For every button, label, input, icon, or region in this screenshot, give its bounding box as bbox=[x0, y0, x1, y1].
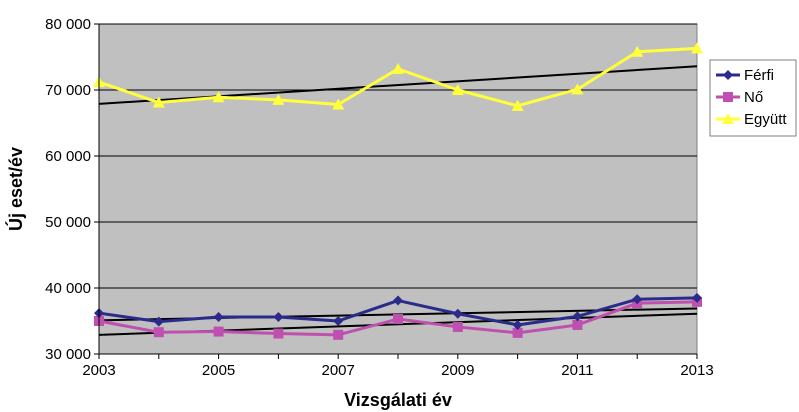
series-2 bbox=[93, 42, 703, 111]
y-axis-title: Új eset/év bbox=[5, 147, 26, 231]
data-point bbox=[273, 312, 284, 323]
data-point bbox=[511, 99, 524, 111]
data-point bbox=[153, 316, 164, 327]
data-point bbox=[723, 92, 733, 102]
data-point bbox=[393, 314, 403, 325]
data-point bbox=[212, 91, 225, 103]
legend-label: Együtt bbox=[744, 111, 787, 128]
data-point bbox=[722, 113, 734, 124]
x-tick-label: 2003 bbox=[82, 362, 115, 379]
data-point bbox=[723, 70, 733, 80]
x-tick-label: 2007 bbox=[322, 362, 355, 379]
data-point bbox=[272, 93, 285, 105]
legend-label: Férfi bbox=[744, 67, 774, 84]
data-point bbox=[571, 83, 584, 95]
data-point bbox=[153, 327, 164, 338]
y-tick-label: 40 000 bbox=[45, 280, 91, 297]
x-tick-label: 2011 bbox=[561, 362, 593, 379]
data-point bbox=[332, 98, 345, 110]
series-group bbox=[93, 42, 703, 340]
y-tick-label: 50 000 bbox=[45, 214, 91, 231]
y-tick-label: 70 000 bbox=[45, 82, 91, 99]
data-point bbox=[333, 329, 344, 340]
data-point bbox=[632, 294, 643, 305]
data-point bbox=[572, 311, 583, 322]
data-point bbox=[451, 84, 464, 95]
data-point bbox=[273, 328, 284, 339]
data-point bbox=[692, 292, 702, 303]
y-tick-label: 30 000 bbox=[45, 346, 91, 363]
x-tick-label: 2009 bbox=[441, 362, 474, 379]
data-point bbox=[333, 316, 344, 326]
data-point bbox=[213, 326, 224, 337]
data-point bbox=[213, 312, 224, 323]
legend-label: Nő bbox=[744, 89, 763, 106]
y-tick-label: 60 000 bbox=[45, 148, 91, 165]
data-point bbox=[392, 62, 404, 74]
axes bbox=[94, 23, 698, 359]
series-0 bbox=[94, 292, 702, 330]
data-point bbox=[452, 321, 463, 332]
data-point bbox=[631, 45, 644, 57]
x-tick-label: 2013 bbox=[680, 362, 713, 379]
data-point bbox=[691, 42, 703, 54]
legend: Férfi Nő Együtt bbox=[709, 59, 797, 137]
data-point bbox=[152, 96, 165, 108]
data-point bbox=[512, 327, 523, 338]
data-point bbox=[572, 319, 583, 330]
data-point bbox=[393, 295, 403, 306]
data-point bbox=[452, 308, 463, 319]
y-tick-label: 80 000 bbox=[45, 16, 91, 33]
x-tick-label: 2005 bbox=[202, 362, 235, 379]
data-point bbox=[512, 319, 523, 330]
x-axis-title: Vizsgálati év bbox=[344, 390, 452, 410]
tick-labels: 30 000 40 000 50 000 60 000 70 000 80 000 2003… bbox=[45, 16, 714, 379]
